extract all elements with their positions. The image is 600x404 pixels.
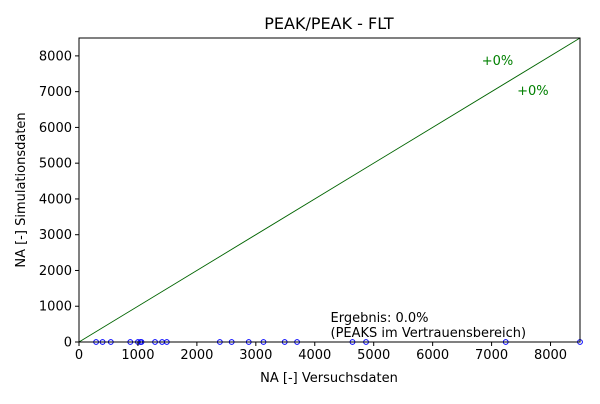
band-label: +0% [517, 84, 549, 99]
y-axis-label: NA [-] Simulationsdaten [14, 112, 29, 267]
result-annotation-line: (PEAKS im Vertrauensbereich) [331, 326, 527, 341]
x-tick-label: 5000 [357, 348, 390, 363]
y-tick-label: 6000 [39, 121, 72, 136]
x-tick-label: 1000 [121, 348, 154, 363]
chart-title: PEAK/PEAK - FLT [264, 14, 394, 33]
y-tick-label: 3000 [39, 228, 72, 243]
y-tick-label: 0 [64, 336, 72, 351]
plot-area: 0 1000 2000 3000 4000 5000 6000 7000 8000 0 1000 20… [39, 37, 583, 363]
y-tick-label: 5000 [39, 157, 72, 172]
x-tick-label: 3000 [239, 348, 272, 363]
x-tick-label: 4000 [298, 348, 331, 363]
x-tick-label: 2000 [180, 348, 213, 363]
y-tick-label: 7000 [39, 85, 72, 100]
result-annotation-line: Ergebnis: 0.0% [331, 311, 429, 326]
x-tick-label: 6000 [416, 348, 449, 363]
x-tick-label: 0 [75, 348, 83, 363]
plot-frame [78, 37, 581, 343]
band-label: +0% [482, 54, 514, 69]
x-axis-label: NA [-] Versuchsdaten [260, 371, 398, 386]
y-tick-label: 1000 [39, 300, 72, 315]
y-tick-label: 2000 [39, 264, 72, 279]
y-tick-label: 8000 [39, 49, 72, 64]
x-tick-label: 8000 [534, 348, 567, 363]
y-tick-label: 4000 [39, 192, 72, 207]
x-tick-label: 7000 [475, 348, 508, 363]
reference-line [78, 37, 581, 343]
